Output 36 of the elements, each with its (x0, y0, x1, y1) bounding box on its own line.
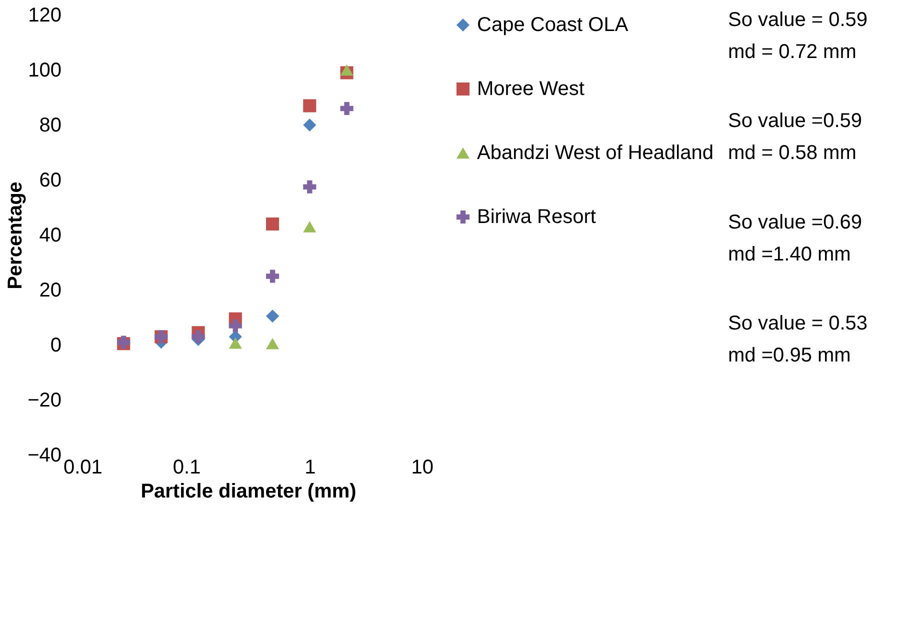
text: So value = 0.59 md = 0.72 mm (728, 9, 868, 63)
x-axis-title: Particle diameter (mm) (140, 480, 356, 502)
legend-label: Abandzi West of Headland (477, 142, 714, 164)
y-tick-label: −20 (28, 390, 62, 412)
point (266, 217, 280, 231)
point (228, 337, 242, 349)
text: So value =0.59 md = 0.58 mm (728, 110, 862, 164)
point (266, 338, 280, 350)
point (340, 102, 354, 116)
point (340, 64, 354, 76)
point (266, 310, 280, 323)
y-tick-label: 60 (39, 170, 62, 192)
x-tick-label: 0.1 (172, 456, 201, 478)
x-tick-label: 0.01 (64, 456, 102, 478)
y-tick-label: 100 (28, 60, 62, 82)
text: So value = 0.53 md =0.95 mm (728, 312, 868, 367)
point (266, 270, 280, 283)
point (303, 221, 316, 232)
point (228, 319, 242, 332)
y-axis-title: Percentage (4, 182, 27, 290)
legend-label: Cape Coast OLA (477, 14, 629, 36)
point (192, 330, 205, 344)
x-tick-label: 1 (304, 456, 316, 478)
legend-label: Moree West (477, 78, 585, 100)
x-tick-label: 10 (411, 456, 434, 478)
point (303, 99, 316, 112)
y-tick-label: 80 (39, 114, 62, 136)
point (303, 118, 316, 132)
y-tick-label: −40 (28, 444, 62, 466)
text: So value =0.69 md =1.40 mm (728, 211, 862, 266)
legend-label: Biriwa Resort (477, 206, 596, 228)
y-tick-label: 20 (39, 280, 62, 302)
y-tick-label: 40 (39, 224, 62, 246)
y-tick-label: 120 (28, 4, 62, 26)
point (303, 180, 316, 194)
y-tick-label: 0 (50, 334, 62, 356)
